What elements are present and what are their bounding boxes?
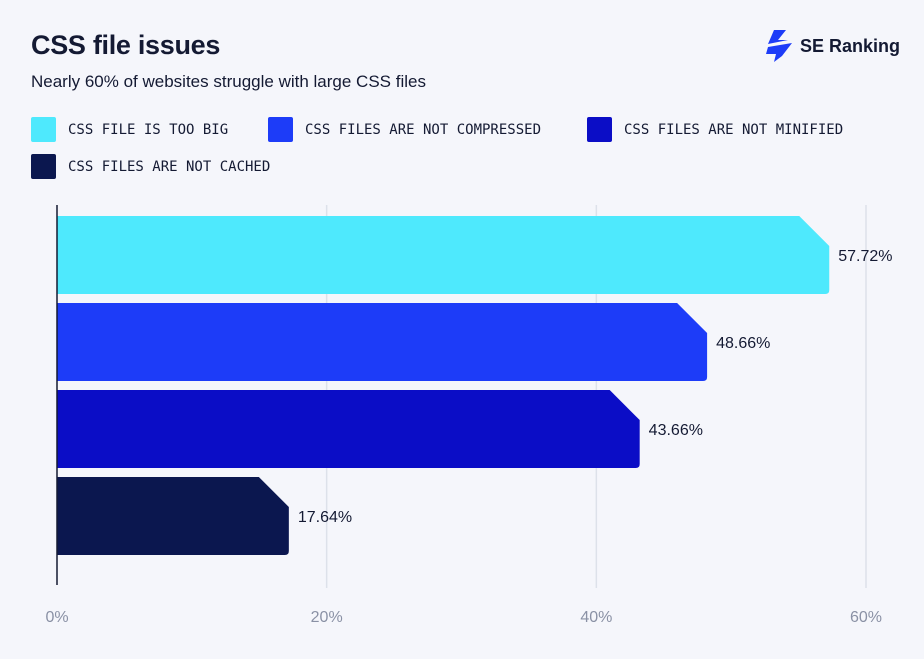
legend-swatch [587,117,612,142]
legend-item: CSS FILES ARE NOT COMPRESSED [268,117,541,142]
legend-label: CSS FILES ARE NOT CACHED [68,158,271,175]
legend-swatch [31,154,56,179]
x-tick-label: 20% [311,609,343,626]
legend-label: CSS FILES ARE NOT MINIFIED [624,121,844,138]
chart-title: CSS file issues [31,30,221,60]
brand-name: SE Ranking [800,35,901,56]
x-tick-label: 40% [580,609,612,626]
legend-label: CSS FILE IS TOO BIG [68,121,229,138]
legend-label: CSS FILES ARE NOT COMPRESSED [305,121,542,138]
bar [57,216,830,294]
bar [57,477,289,555]
se-ranking-logo-icon [766,30,792,62]
x-tick-label: 0% [45,609,68,626]
legend-item: CSS FILES ARE NOT CACHED [31,154,270,179]
chart-subtitle: Nearly 60% of websites struggle with lar… [31,72,426,91]
bar [57,303,708,381]
brand-logo: SE Ranking [764,30,900,62]
legend-item: CSS FILES ARE NOT MINIFIED [587,117,843,142]
data-label: 57.72% [838,248,892,265]
data-label: 17.64% [298,509,352,526]
x-tick-label: 60% [850,609,882,626]
legend-swatch [268,117,293,142]
bar [57,390,640,468]
data-label: 48.66% [716,335,770,352]
data-label: 43.66% [649,422,703,439]
legend-item: CSS FILE IS TOO BIG [31,117,228,142]
legend-swatch [31,117,56,142]
